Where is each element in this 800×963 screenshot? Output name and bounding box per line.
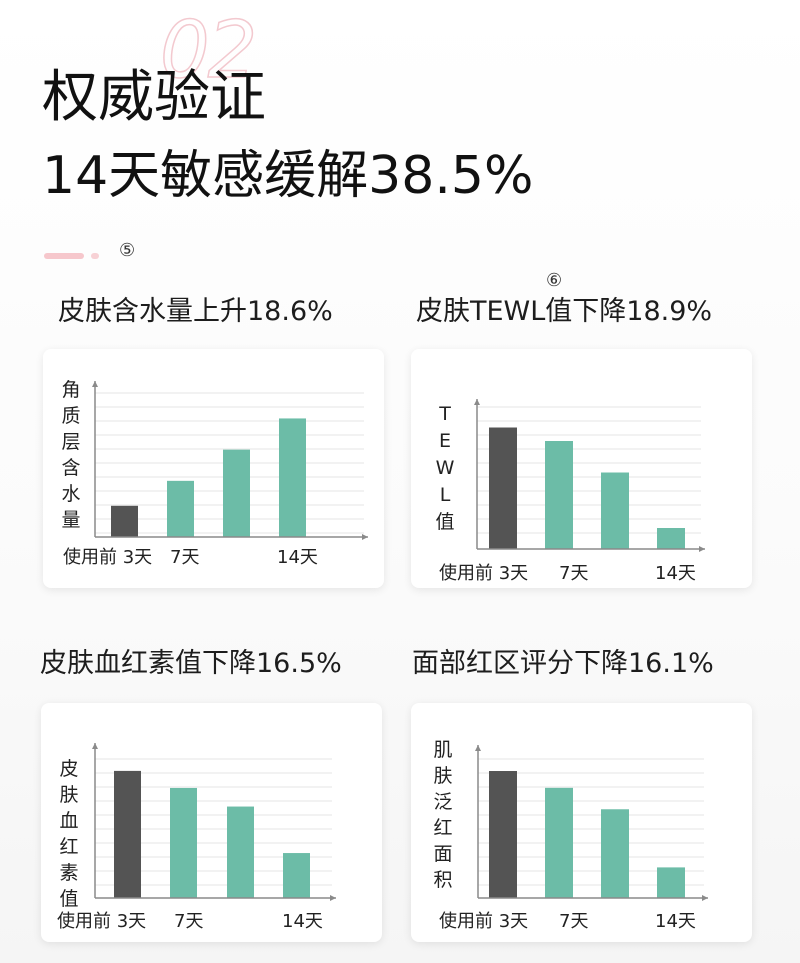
bar-day-2 [227,806,254,898]
chart-card-hydration: 角质层含水量 使用前 3天 7天 14天 [43,349,384,588]
bar-day-3 [657,528,685,549]
bar-day-2 [601,472,629,549]
y-axis-label-char: 角 [61,379,81,401]
bar-day-1 [170,787,197,898]
x-tick-label: 7天 [170,547,200,568]
x-tick-label: 14天 [282,911,323,932]
x-axis-arrow [699,546,705,552]
x-tick-label: 14天 [277,547,318,568]
chart-card-redness: 肌肤泛红面积 使用前 3天 7天 14天 [411,703,752,942]
x-tick-label: 7天 [559,563,589,584]
decorative-dash [44,253,84,259]
y-axis-label-char: L [439,484,451,506]
footnote-marker-6: ⑥ [546,270,563,291]
y-axis-label-char: W [435,457,455,479]
y-axis-label-char: 值 [59,888,79,910]
bar-baseline [489,427,517,549]
x-tick-label: 使用前 3天 [63,547,153,568]
x-axis-arrow [702,895,708,901]
bar-day-1 [167,480,194,537]
y-axis-label-char: 素 [59,862,79,884]
y-axis-label-char: 含 [61,457,81,479]
x-tick-label: 14天 [655,563,696,584]
bar-day-1 [545,441,573,549]
bar-baseline [489,771,517,898]
x-tick-label: 使用前 3天 [439,911,529,932]
section-number-watermark: 02 [159,6,258,96]
y-axis-label-char: 质 [61,405,81,427]
bar-baseline [111,505,138,537]
y-axis-label-char: 皮 [59,758,79,780]
bar-day-2 [223,449,250,537]
y-axis-arrow [475,745,481,751]
y-axis-label: 皮肤血红素值 [55,756,83,912]
bar-day-3 [657,867,685,898]
y-axis-label-char: 量 [61,509,81,531]
chart-title-hydration: 皮肤含水量上升18.6% [58,296,333,327]
y-axis-label-char: 肌 [433,739,453,761]
chart-hydration [92,381,368,540]
bar-baseline [114,770,141,898]
y-axis-arrow [92,381,98,387]
x-tick-label: 7天 [559,911,589,932]
footnote-marker-5: ⑤ [119,240,136,261]
chart-hemoglobin [92,743,336,901]
x-tick-label: 使用前 3天 [439,563,529,584]
x-axis-arrow [330,895,336,901]
y-axis-arrow [474,399,480,405]
y-axis-label: 角质层含水量 [57,377,85,533]
decorative-dot [91,253,99,259]
y-axis-label-char: 面 [433,843,453,865]
chart-title-redness: 面部红区评分下降16.1% [412,648,714,679]
chart-redness [475,745,708,901]
bar-day-1 [545,787,573,898]
y-axis-label-char: 血 [59,810,79,832]
x-tick-label: 使用前 3天 [57,911,147,932]
bar-day-3 [283,853,310,898]
y-axis-label-char: 肤 [433,765,453,787]
x-tick-label: 7天 [174,911,204,932]
y-axis-label-char: 红 [433,817,453,839]
y-axis-arrow [92,743,98,749]
y-axis-label-char: 肤 [59,784,79,806]
bar-day-3 [279,418,306,537]
y-axis-label-char: E [438,430,451,452]
page-title: 权威验证 [42,65,266,130]
chart-title-hemoglobin: 皮肤血红素值下降16.5% [40,648,342,679]
y-axis-label-char: 水 [61,483,81,505]
chart-title-tewl: 皮肤TEWL值下降18.9% [416,296,713,327]
y-axis-label-char: 层 [61,431,81,453]
bar-day-2 [601,809,629,898]
y-axis-label-char: 值 [435,511,455,533]
x-tick-label: 14天 [655,911,696,932]
y-axis-label-char: 泛 [433,791,453,813]
y-axis-label-char: T [439,403,451,425]
chart-card-hemoglobin: 皮肤血红素值 使用前 3天 7天 14天 [41,703,382,942]
y-axis-label-char: 积 [433,869,453,891]
x-axis-arrow [362,534,368,540]
chart-tewl [474,399,705,552]
y-axis-label-char: 红 [59,836,79,858]
page-subtitle: 14天敏感缓解38.5% [42,146,534,206]
y-axis-label: 肌肤泛红面积 [429,737,457,893]
